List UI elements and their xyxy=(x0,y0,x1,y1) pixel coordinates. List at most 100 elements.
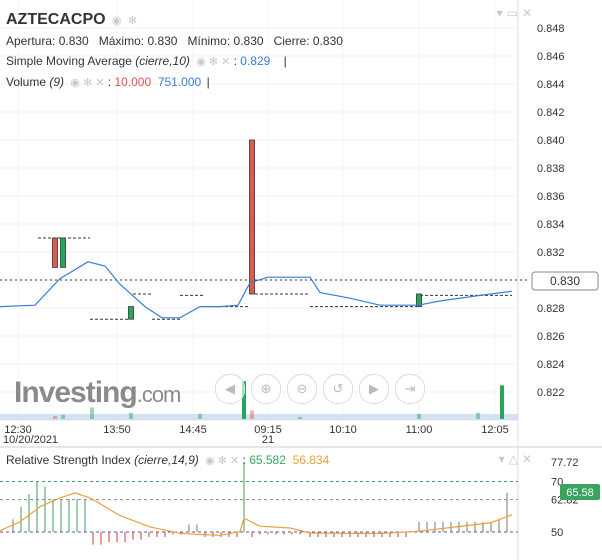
collapse-icon[interactable]: ▾ xyxy=(498,452,509,466)
rsi-params: (cierre,14,9) xyxy=(134,453,199,467)
close-icon[interactable]: ✕ xyxy=(521,6,536,20)
rsi-tick-label: 50 xyxy=(551,527,563,539)
price-tick-label: 0.828 xyxy=(537,303,565,315)
price-tick-label: 0.840 xyxy=(537,135,565,147)
maximize-icon[interactable]: △ xyxy=(508,452,522,466)
collapse-icon[interactable]: ▾ xyxy=(496,6,507,20)
volume-bar xyxy=(298,416,302,419)
eye-icon[interactable]: ◉ xyxy=(196,56,206,68)
volume-row: Volume (9) ◉ ✻ ✕ : 10.000 751.000 | xyxy=(6,75,210,89)
rsi-header: Relative Strength Index (cierre,14,9) ◉ ✻… xyxy=(6,453,330,467)
close-icon[interactable]: ✕ xyxy=(221,56,231,68)
rsi-value-2: 56.834 xyxy=(292,453,330,467)
volume-bar xyxy=(90,407,94,419)
volume-value-1: 10.000 xyxy=(114,75,152,89)
volume-bar xyxy=(61,414,65,419)
sma-line xyxy=(0,261,513,319)
time-tick-label: 10:10 xyxy=(329,424,357,436)
rsi-value-tag: 65.58 xyxy=(560,484,600,500)
time-tick-label: 09:15 xyxy=(254,424,282,436)
restore-icon[interactable]: ▭ xyxy=(506,6,522,20)
close-icon[interactable]: ✕ xyxy=(521,452,536,466)
last-price-tag: 0.830 xyxy=(531,271,599,291)
candle xyxy=(249,139,255,295)
zoom-out-icon[interactable]: ⊖ xyxy=(287,374,317,404)
zoom-in-icon[interactable]: ⊕ xyxy=(251,374,281,404)
close-icon[interactable]: ✕ xyxy=(95,77,105,89)
symbol-name: AZTECACPO xyxy=(6,11,106,28)
price-tick-label: 0.846 xyxy=(537,51,565,63)
time-tick-label: 13:50 xyxy=(103,424,131,436)
time-tick-label: 12:05 xyxy=(481,424,509,436)
candle xyxy=(416,293,422,308)
investing-logo: Investing.com xyxy=(14,376,181,409)
sma-params: (cierre,10) xyxy=(135,54,190,68)
gear-icon[interactable]: ✻ xyxy=(217,455,227,467)
eye-icon[interactable]: ◉ xyxy=(70,77,80,89)
candle xyxy=(128,306,134,320)
volume-bar xyxy=(53,415,57,419)
volume-area xyxy=(0,414,518,420)
volume-bar xyxy=(417,413,421,419)
time-tick-label: 11:00 xyxy=(406,424,433,436)
volume-bar xyxy=(500,385,504,419)
maximo-value: 0.830 xyxy=(147,34,178,48)
gear-icon[interactable]: ✻ xyxy=(127,15,138,27)
volume-params: (9) xyxy=(49,75,65,89)
date-tick-label: 21 xyxy=(262,434,274,446)
gear-icon[interactable]: ✻ xyxy=(208,56,219,68)
grid xyxy=(0,0,518,420)
chart-toolbar: ◀ ⊕ ⊖ ↺ ▶ ⇥ xyxy=(215,374,425,404)
price-tick-label: 0.822 xyxy=(537,387,565,399)
apertura-label: Apertura: xyxy=(6,34,56,48)
time-tick-label: 14:45 xyxy=(179,424,207,436)
price-tick-label: 0.826 xyxy=(537,331,565,343)
rsi-series-line xyxy=(0,492,513,536)
ohlc-row: Apertura: 0.830 Máximo: 0.830 Mínimo: 0.… xyxy=(6,31,343,51)
candles xyxy=(52,139,422,320)
volume-bar xyxy=(129,412,133,419)
candle xyxy=(52,237,58,268)
volume-bar xyxy=(476,412,480,419)
time-tick-label: 12:30 xyxy=(4,424,32,436)
minimo-value: 0.830 xyxy=(233,34,264,48)
rsi-value-1: 65.582 xyxy=(249,453,286,467)
svg-text:0.830: 0.830 xyxy=(550,274,580,288)
eye-icon[interactable]: ◉ xyxy=(205,455,215,467)
price-tick-label: 0.832 xyxy=(537,247,565,259)
sma-value: 0.829 xyxy=(240,54,271,68)
price-tick-label: 0.824 xyxy=(537,359,565,371)
apertura-value: 0.830 xyxy=(58,34,89,48)
divider: | xyxy=(283,54,287,68)
volume-value-2: 751.000 xyxy=(157,75,202,89)
rsi-tick-label: 77.72 xyxy=(551,457,579,469)
price-tick-label: 0.844 xyxy=(537,79,565,91)
price-tick-label: 0.848 xyxy=(537,23,565,35)
price-tick-label: 0.838 xyxy=(537,163,565,175)
chart-header: AZTECACPO ◉ ✻ Apertura: 0.830 Máximo: 0.… xyxy=(6,10,343,93)
last-bar-icon[interactable]: ⇥ xyxy=(395,374,425,404)
sma-row: Simple Moving Average (cierre,10) ◉ ✻ ✕ : … xyxy=(6,54,287,68)
rsi-label: Relative Strength Index xyxy=(6,453,131,467)
scroll-left-icon[interactable]: ◀ xyxy=(215,374,245,404)
gear-icon[interactable]: ✻ xyxy=(83,77,93,89)
minimo-label: Mínimo: xyxy=(187,34,231,48)
maximo-label: Máximo: xyxy=(98,34,145,48)
eye-icon[interactable]: ◉ xyxy=(111,15,122,27)
svg-text:65.58: 65.58 xyxy=(566,487,594,499)
volume-bar xyxy=(198,413,202,419)
volume-bar xyxy=(242,381,246,419)
price-tick-label: 0.836 xyxy=(537,191,565,203)
sma-label: Simple Moving Average xyxy=(6,54,132,68)
reset-icon[interactable]: ↺ xyxy=(323,374,353,404)
close-icon[interactable]: ✕ xyxy=(229,455,240,467)
volume-histogram xyxy=(0,381,518,420)
scroll-right-icon[interactable]: ▶ xyxy=(359,374,389,404)
pane-controls: ▾▭✕ xyxy=(497,6,536,20)
price-tick-label: 0.842 xyxy=(537,107,565,119)
cierre-label: Cierre: xyxy=(273,34,310,48)
date-tick-label: 10/20/2021 xyxy=(3,434,58,446)
volume-bar xyxy=(250,410,254,419)
